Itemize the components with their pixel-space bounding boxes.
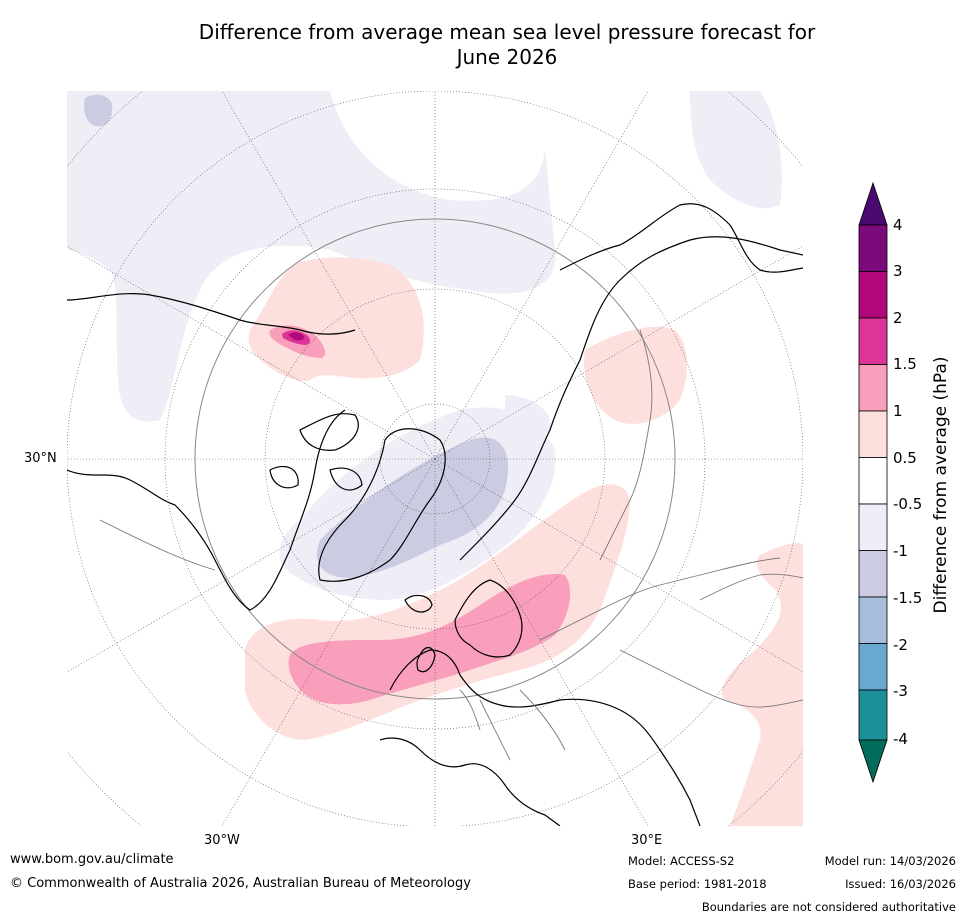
footer-model-run: Model run: 14/03/2026 bbox=[824, 854, 956, 868]
colorbar-band-neutral bbox=[858, 457, 888, 505]
map-title: Difference from average mean sea level p… bbox=[100, 20, 914, 70]
colorbar-band-3-to-4 bbox=[858, 224, 888, 272]
colorbar-band-1.5-to-2 bbox=[858, 317, 888, 365]
border-china-mongolia bbox=[699, 573, 803, 601]
anomaly-negative-greenland bbox=[316, 437, 509, 578]
graticule-meridians bbox=[67, 91, 803, 826]
colorbar-title: Difference from average (hPa) bbox=[930, 345, 952, 625]
map-title-line1: Difference from average mean sea level p… bbox=[198, 20, 816, 44]
country-borders bbox=[99, 329, 803, 761]
footer-issued: Issued: 16/03/2026 bbox=[845, 877, 956, 891]
anomaly-positive-bering-peak2 bbox=[288, 332, 305, 341]
coast-asia-east bbox=[559, 203, 803, 273]
colorbar-title-text: Difference from average (hPa) bbox=[931, 356, 951, 614]
border-russia-west bbox=[539, 557, 781, 641]
colorbar-tick-m0-5: -0.5 bbox=[893, 495, 923, 513]
colorbar-tick-0-5: 0.5 bbox=[893, 449, 917, 467]
colorbar-band-m1-to-m0.5 bbox=[858, 503, 888, 551]
colorbar-tick-3: 3 bbox=[893, 262, 903, 280]
colorbar-tick-m4: -4 bbox=[893, 730, 908, 748]
footer-base-period: Base period: 1981-2018 bbox=[628, 877, 767, 891]
footer-copyright: © Commonwealth of Australia 2026, Austra… bbox=[10, 876, 471, 891]
coast-greenland bbox=[318, 428, 446, 582]
colorbar-band-m3-to-m2 bbox=[858, 643, 888, 691]
lat-label-30n: 30°N bbox=[24, 451, 57, 466]
anomaly-negative-nw-blob bbox=[84, 94, 113, 127]
colorbar-tick-m1: -1 bbox=[893, 542, 908, 560]
arctic-circle bbox=[194, 218, 676, 700]
border-central-asia bbox=[619, 649, 803, 708]
colorbar-band-m4-to-m3 bbox=[858, 689, 888, 741]
footer-model: Model: ACCESS-S2 bbox=[628, 854, 735, 868]
colorbar-tick-m2: -2 bbox=[893, 636, 908, 654]
colorbar-band-m2-to-m1.5 bbox=[858, 596, 888, 644]
coast-iceland bbox=[404, 594, 433, 613]
footer-disclaimer: Boundaries are not considered authoritat… bbox=[701, 900, 956, 914]
colorbar-arrow-bottom bbox=[858, 739, 888, 784]
anomaly-negative-top-right bbox=[690, 91, 782, 209]
colorbar-band-0.5-to-1 bbox=[858, 410, 888, 458]
colorbar-tick-2: 2 bbox=[893, 309, 903, 327]
anomaly-positive-east bbox=[721, 543, 803, 826]
colorbar-band-2-to-3 bbox=[858, 271, 888, 319]
coast-europe bbox=[389, 649, 701, 826]
colorbar bbox=[858, 181, 888, 784]
coast-north-america bbox=[67, 293, 356, 611]
colorbar-tick-4: 4 bbox=[893, 216, 903, 234]
lon-label-30e: 30°E bbox=[631, 833, 663, 848]
coast-scandinavia bbox=[454, 579, 523, 658]
coast-eurasia-north bbox=[459, 236, 803, 561]
anomaly-positive-north-atlantic-core bbox=[288, 574, 571, 705]
footer-website: www.bom.gov.au/climate bbox=[10, 852, 174, 867]
colorbar-tick-1: 1 bbox=[893, 402, 903, 420]
anomaly-positive-siberia bbox=[584, 326, 687, 424]
coast-uk bbox=[416, 646, 436, 673]
colorbar-tick-m1-5: -1.5 bbox=[893, 589, 923, 607]
colorbar-band-m1.5-to-m1 bbox=[858, 550, 888, 598]
colorbar-band-1-to-1.5 bbox=[858, 364, 888, 412]
border-canada-us bbox=[99, 519, 216, 571]
map-layers bbox=[67, 91, 803, 826]
map-title-line2: June 2026 bbox=[456, 45, 558, 69]
coast-mediterranean bbox=[379, 737, 561, 826]
border-russia-south bbox=[599, 329, 653, 561]
border-europe-internal bbox=[459, 689, 566, 761]
colorbar-tick-1-5: 1.5 bbox=[893, 355, 917, 373]
coastlines bbox=[67, 203, 803, 826]
coast-arctic-islands bbox=[269, 413, 363, 491]
lon-label-30w: 30°W bbox=[204, 833, 240, 848]
colorbar-tick-m3: -3 bbox=[893, 682, 908, 700]
anomaly-negative-small bbox=[505, 395, 551, 438]
colorbar-arrow-top bbox=[858, 181, 888, 226]
anomaly-negative-arctic-north bbox=[67, 91, 556, 422]
